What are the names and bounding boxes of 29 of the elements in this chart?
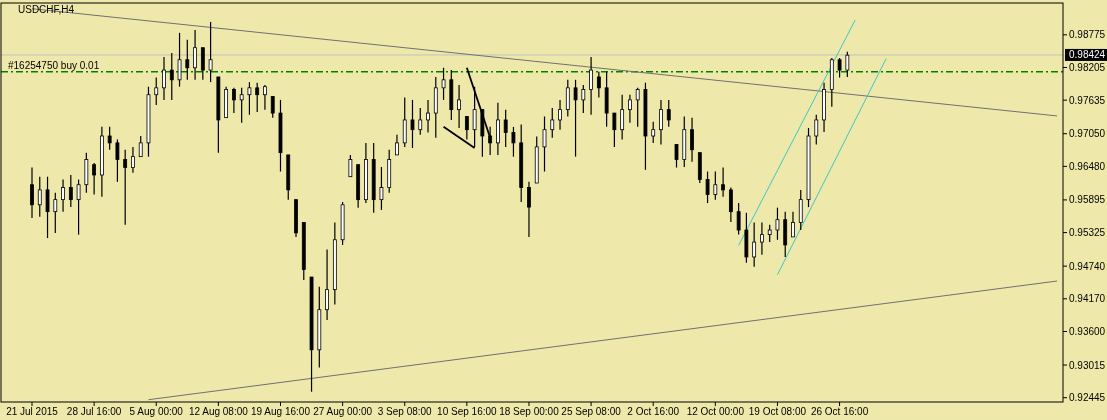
x-tick-label: 25 Sep 08:00 xyxy=(561,406,622,417)
y-tick-label: 0.92445 xyxy=(1069,392,1106,404)
x-tick-label: 2 Oct 16:00 xyxy=(627,406,680,417)
y-tick-label: 0.94740 xyxy=(1069,260,1106,272)
y-tick-label: 0.96480 xyxy=(1069,160,1106,172)
x-tick-label: 21 Jul 2015 xyxy=(6,406,59,417)
x-tick-label: 19 Oct 08:00 xyxy=(748,406,807,417)
ref-line-label: 0.98424 xyxy=(1069,49,1106,61)
x-tick-label: 3 Sep 08:00 xyxy=(377,406,433,417)
x-tick-label: 27 Aug 00:00 xyxy=(313,406,373,417)
x-tick-label: 12 Aug 08:00 xyxy=(188,406,249,417)
ref-line-label: #16254750 buy 0.01 xyxy=(8,59,100,71)
x-tick-label: 19 Aug 16:00 xyxy=(251,406,311,417)
x-tick-label: 5 Aug 00:00 xyxy=(129,406,184,417)
y-tick-label: 0.97050 xyxy=(1069,128,1106,140)
y-tick-label: 0.93600 xyxy=(1069,325,1106,337)
chart-title: USDCHF,H4 xyxy=(18,4,75,15)
x-tick-label: 18 Sep 00:00 xyxy=(499,406,560,417)
y-tick-label: 0.93015 xyxy=(1069,359,1106,371)
x-tick-label: 10 Sep 16:00 xyxy=(437,406,498,417)
x-tick-label: 26 Oct 16:00 xyxy=(810,406,869,417)
y-tick-label: 0.95325 xyxy=(1069,227,1106,239)
x-tick-label: 12 Oct 00:00 xyxy=(686,406,745,417)
y-tick-label: 0.97635 xyxy=(1069,94,1106,106)
y-tick-label: 0.95895 xyxy=(1069,194,1106,206)
y-tick-label: 0.98775 xyxy=(1069,29,1106,41)
x-tick-label: 28 Jul 16:00 xyxy=(66,406,122,417)
y-tick-label: 0.98205 xyxy=(1069,61,1106,73)
y-tick-label: 0.94170 xyxy=(1069,293,1106,305)
